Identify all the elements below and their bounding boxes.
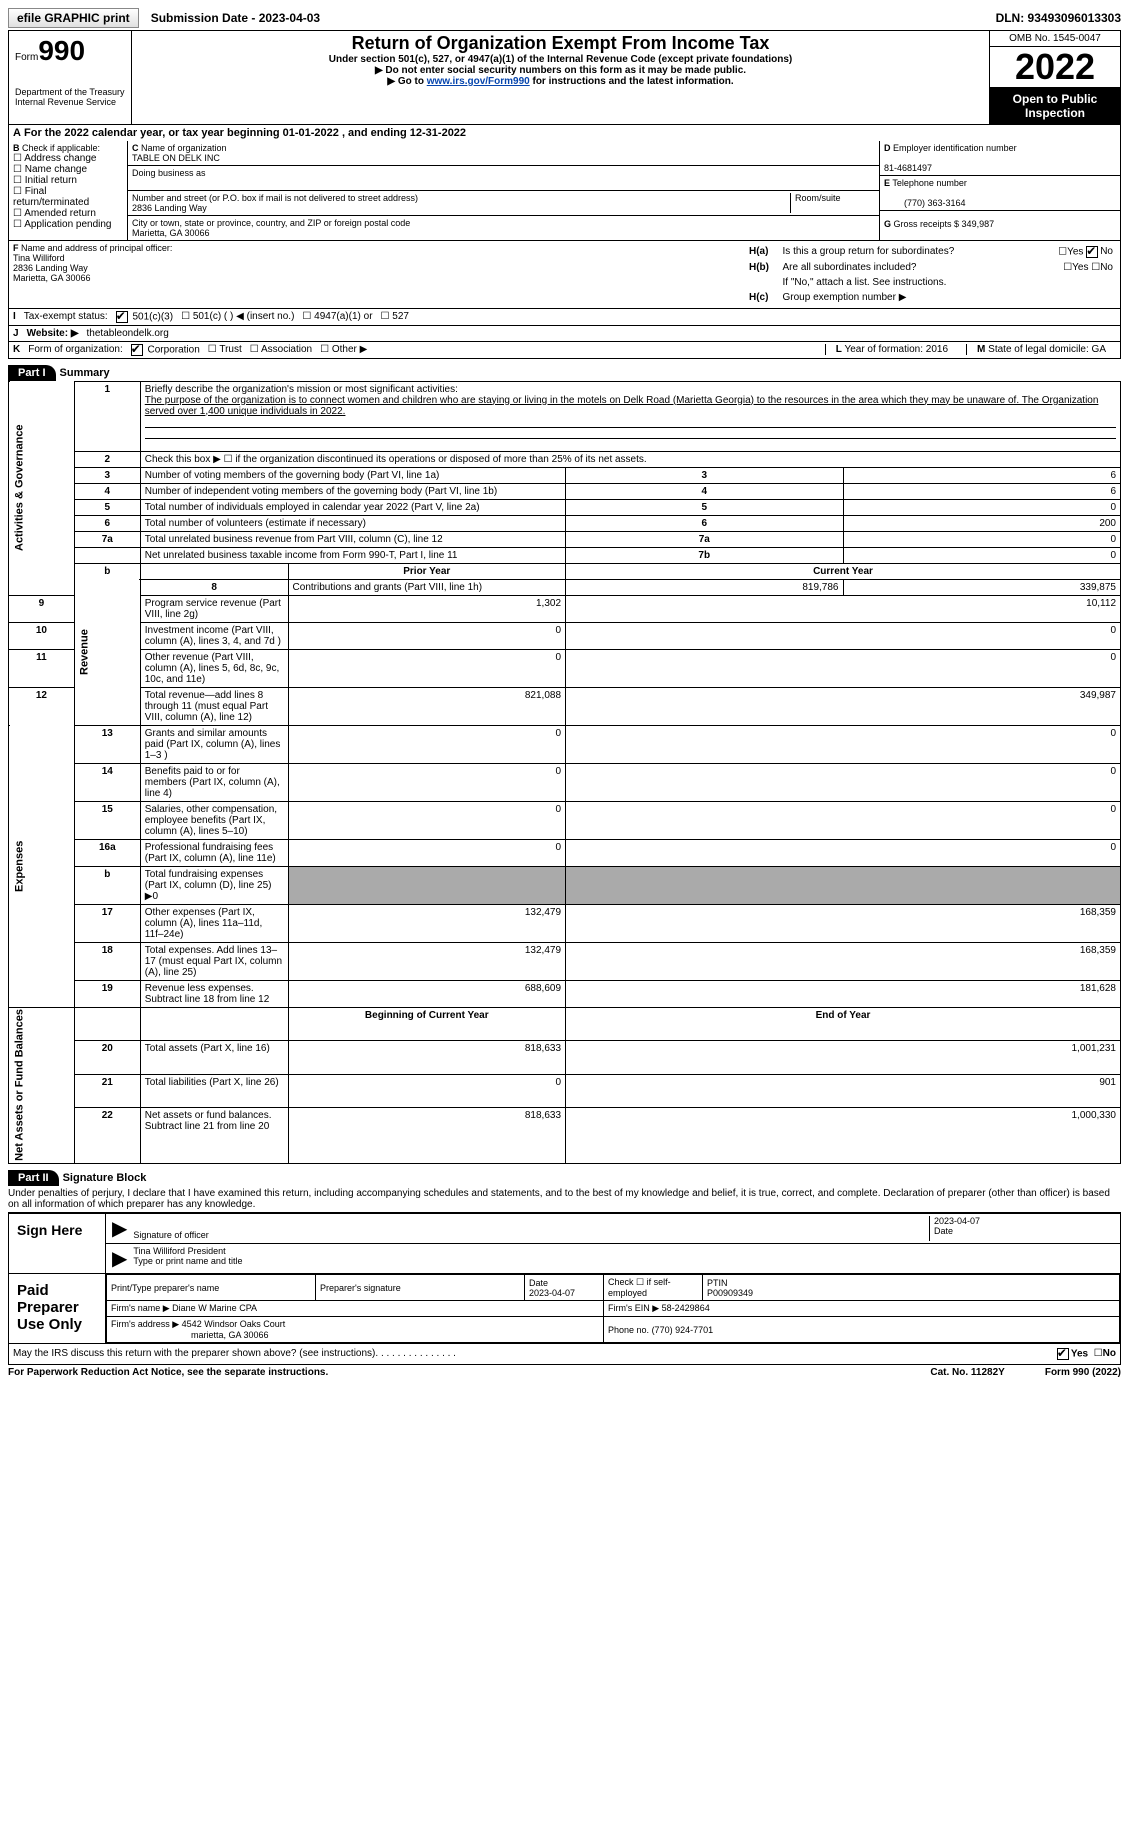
officer-signature-line: ▶ Signature of officer 2023-04-07Date bbox=[106, 1214, 1120, 1244]
chk-name-change[interactable]: ☐ Name change bbox=[13, 164, 87, 175]
org-name-cell: C Name of organizationTABLE ON DELK INC bbox=[128, 141, 879, 166]
hb-no[interactable]: ☐No bbox=[1091, 262, 1113, 273]
chk-app-pending[interactable]: ☐ Application pending bbox=[13, 219, 112, 230]
dln: DLN: 93493096013303 bbox=[996, 11, 1121, 25]
officer-cell: F Name and address of principal officer:… bbox=[9, 241, 742, 308]
chk-corp[interactable]: Corporation bbox=[131, 344, 200, 356]
ha-no[interactable]: No bbox=[1086, 246, 1113, 257]
discuss-yes[interactable]: Yes bbox=[1057, 1348, 1088, 1360]
row-f-h: F Name and address of principal officer:… bbox=[8, 240, 1121, 308]
tel-cell: E Telephone number(770) 363-3164 bbox=[880, 176, 1120, 211]
top-bar: efile GRAPHIC print Submission Date - 20… bbox=[8, 8, 1121, 28]
submission-date: Submission Date - 2023-04-03 bbox=[143, 9, 328, 27]
chk-address-change[interactable]: ☐ Address change bbox=[13, 153, 96, 164]
discuss-row: May the IRS discuss this return with the… bbox=[8, 1344, 1121, 1365]
year-formation: L Year of formation: 2016 bbox=[825, 344, 958, 355]
open-inspection: Open to Public Inspection bbox=[990, 88, 1120, 124]
form-number: Form990 bbox=[15, 35, 125, 67]
row-i-tax-status: I Tax-exempt status: 501(c)(3) ☐ 501(c) … bbox=[8, 308, 1121, 325]
department: Department of the Treasury Internal Reve… bbox=[15, 87, 125, 107]
subtitle-1: Under section 501(c), 527, or 4947(a)(1)… bbox=[138, 54, 983, 65]
header-right: OMB No. 1545-0047 2022 Open to Public In… bbox=[989, 31, 1120, 124]
form-header: Form990 Department of the Treasury Inter… bbox=[8, 30, 1121, 125]
form-title: Return of Organization Exempt From Incom… bbox=[138, 33, 983, 54]
column-b-checkboxes: B Check if applicable: ☐ Address change … bbox=[9, 141, 128, 240]
chk-other[interactable]: ☐ Other ▶ bbox=[320, 344, 367, 355]
header-mid: Return of Organization Exempt From Incom… bbox=[132, 31, 989, 124]
room-suite: Room/suite bbox=[790, 193, 875, 213]
row-k-form-org: K Form of organization: Corporation ☐ Tr… bbox=[8, 341, 1121, 359]
header-left: Form990 Department of the Treasury Inter… bbox=[9, 31, 132, 124]
paid-preparer-label: Paid Preparer Use Only bbox=[9, 1274, 106, 1343]
ha-yes[interactable]: ☐Yes bbox=[1058, 246, 1083, 257]
row-j-website: J Website: ▶ thetableondelk.org bbox=[8, 325, 1121, 341]
efile-print-button[interactable]: efile GRAPHIC print bbox=[8, 8, 139, 28]
ein-cell: D Employer identification number81-46814… bbox=[880, 141, 1120, 176]
chk-trust[interactable]: ☐ Trust bbox=[208, 344, 242, 355]
subtitle-3: ▶ Go to www.irs.gov/Form990 for instruct… bbox=[138, 76, 983, 87]
officer-name-line: ▶ Tina Williford PresidentType or print … bbox=[106, 1244, 1120, 1273]
summary-table: Activities & Governance 1 Briefly descri… bbox=[8, 381, 1121, 1165]
preparer-table: Print/Type preparer's name Preparer's si… bbox=[106, 1274, 1120, 1343]
page-footer: For Paperwork Reduction Act Notice, see … bbox=[8, 1365, 1121, 1378]
chk-501c3[interactable]: 501(c)(3) bbox=[116, 311, 173, 323]
column-c-org: C Name of organizationTABLE ON DELK INC … bbox=[128, 141, 879, 240]
h-section: H(a)Is this a group return for subordina… bbox=[742, 241, 1120, 308]
addr-cell: Number and street (or P.O. box if mail i… bbox=[128, 191, 879, 216]
chk-final-return[interactable]: ☐ Final return/terminated bbox=[13, 186, 89, 208]
hb-yes[interactable]: ☐Yes bbox=[1063, 262, 1088, 273]
part-2-header: Part II bbox=[8, 1170, 59, 1186]
state-domicile: M State of legal domicile: GA bbox=[966, 344, 1116, 355]
side-net-assets: Net Assets or Fund Balances bbox=[9, 1007, 75, 1164]
chk-assoc[interactable]: ☐ Association bbox=[250, 344, 312, 355]
chk-initial-return[interactable]: ☐ Initial return bbox=[13, 175, 77, 186]
side-expenses: Expenses bbox=[9, 725, 75, 1007]
sign-here-label: Sign Here bbox=[9, 1214, 106, 1273]
side-governance: Activities & Governance bbox=[9, 381, 75, 595]
subtitle-2: Do not enter social security numbers on … bbox=[138, 65, 983, 76]
city-cell: City or town, state or province, country… bbox=[128, 216, 879, 240]
part-2-title: Signature Block bbox=[63, 1172, 147, 1184]
column-d-to-g: D Employer identification number81-46814… bbox=[879, 141, 1120, 240]
chk-501c[interactable]: ☐ 501(c) ( ) ◀ (insert no.) bbox=[181, 311, 294, 322]
chk-amended[interactable]: ☐ Amended return bbox=[13, 208, 96, 219]
chk-4947[interactable]: ☐ 4947(a)(1) or bbox=[302, 311, 372, 322]
perjury-declaration: Under penalties of perjury, I declare th… bbox=[8, 1186, 1121, 1212]
signature-block: Sign Here ▶ Signature of officer 2023-04… bbox=[8, 1212, 1121, 1344]
dba-cell: Doing business as bbox=[128, 166, 879, 191]
discuss-no[interactable]: ☐No bbox=[1094, 1348, 1116, 1360]
tax-year: 2022 bbox=[990, 47, 1120, 88]
chk-527[interactable]: ☐ 527 bbox=[381, 311, 409, 322]
row-a-tax-year: A For the 2022 calendar year, or tax yea… bbox=[8, 125, 1121, 141]
omb-number: OMB No. 1545-0047 bbox=[990, 31, 1120, 47]
part-1-header: Part I bbox=[8, 365, 56, 381]
part-1-title: Summary bbox=[60, 367, 110, 379]
side-revenue: Revenue bbox=[74, 579, 140, 725]
gross-cell: G Gross receipts $ 349,987 bbox=[880, 211, 1120, 231]
section-b-to-g: B Check if applicable: ☐ Address change … bbox=[8, 141, 1121, 240]
irs-link[interactable]: www.irs.gov/Form990 bbox=[427, 76, 530, 87]
mission-text: The purpose of the organization is to co… bbox=[145, 395, 1099, 417]
